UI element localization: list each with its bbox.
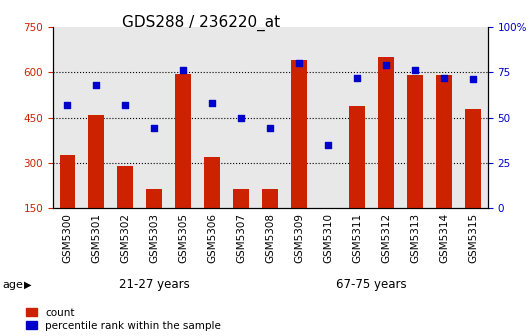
Text: age: age: [3, 280, 23, 290]
Bar: [349, 106, 365, 208]
Point: [179, 68, 188, 73]
Bar: [175, 74, 191, 208]
Bar: [233, 189, 249, 208]
Bar: [118, 166, 134, 208]
Bar: [89, 115, 104, 208]
Text: 67-75 years: 67-75 years: [337, 278, 407, 291]
Point: [63, 102, 72, 108]
Bar: [436, 75, 452, 208]
Text: GDS288 / 236220_at: GDS288 / 236220_at: [122, 15, 280, 31]
Bar: [262, 189, 278, 208]
Point: [208, 100, 217, 106]
Point: [237, 115, 245, 120]
Point: [411, 68, 419, 73]
Point: [266, 126, 275, 131]
Point: [150, 126, 158, 131]
Bar: [205, 157, 220, 208]
Bar: [407, 75, 423, 208]
Bar: [378, 57, 394, 208]
Legend: count, percentile rank within the sample: count, percentile rank within the sample: [26, 308, 221, 331]
Point: [324, 142, 332, 148]
Text: ▶: ▶: [24, 280, 31, 290]
Text: 21-27 years: 21-27 years: [119, 278, 190, 291]
Point: [469, 77, 478, 82]
Point: [382, 62, 391, 68]
Bar: [292, 60, 307, 208]
Point: [353, 75, 361, 80]
Bar: [465, 109, 481, 208]
Bar: [59, 155, 75, 208]
Point: [92, 82, 101, 88]
Point: [440, 75, 448, 80]
Bar: [146, 189, 162, 208]
Point: [295, 60, 304, 66]
Point: [121, 102, 130, 108]
